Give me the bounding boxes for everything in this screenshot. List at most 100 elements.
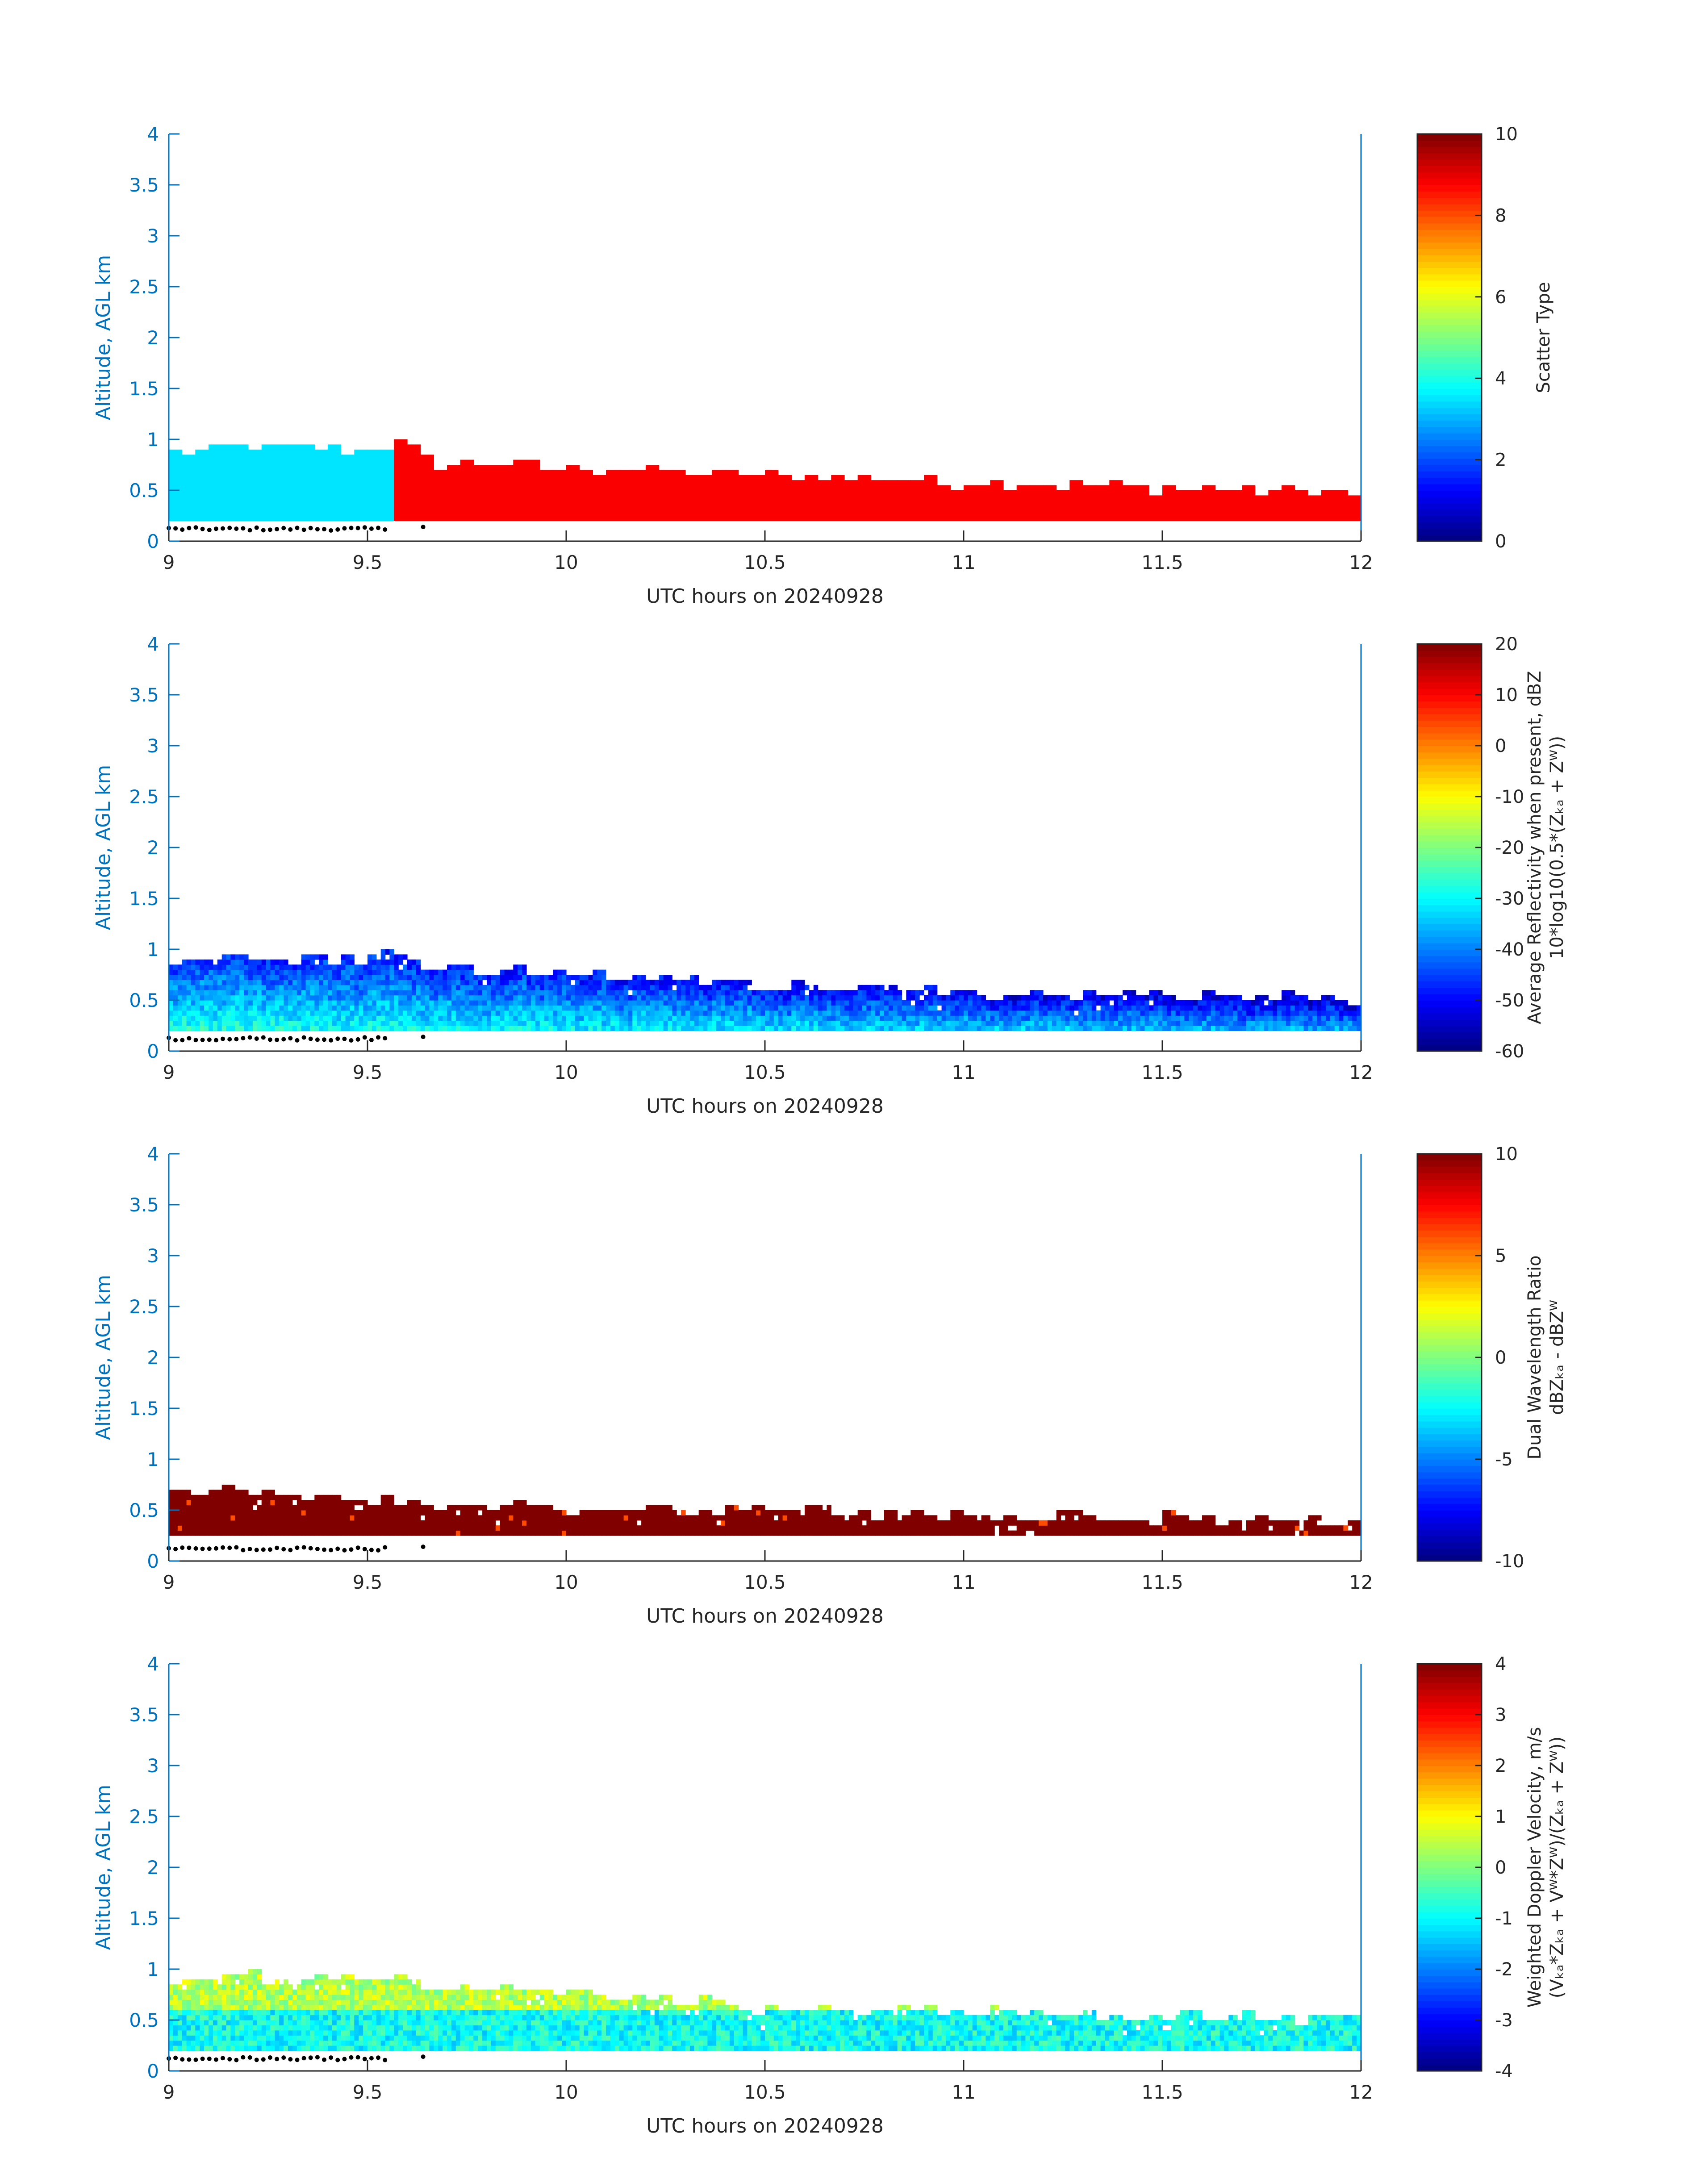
heatmap-cell — [906, 1021, 911, 1026]
heatmap-cell — [1193, 1015, 1198, 1021]
heatmap-cell — [200, 1005, 205, 1010]
heatmap-cell — [553, 516, 566, 521]
heatmap-cell — [606, 516, 619, 521]
heatmap-cell — [942, 1531, 947, 1536]
heatmap-cell — [217, 1021, 222, 1026]
heatmap-cell — [421, 1010, 426, 1016]
colorbar-segment — [1417, 179, 1482, 185]
heatmap-cell — [319, 970, 324, 975]
heatmap-cell — [257, 975, 262, 980]
heatmap-cell — [1330, 995, 1335, 1001]
heatmap-cell — [1330, 1005, 1335, 1010]
colorbar-segment — [1417, 420, 1482, 427]
heatmap-cell — [522, 1510, 527, 1515]
heatmap-cell — [191, 970, 196, 975]
heatmap-cell — [244, 1026, 249, 1031]
heatmap-cell — [646, 480, 659, 485]
colorbar-segment — [1417, 898, 1482, 905]
heatmap-cell — [372, 1005, 377, 1010]
heatmap-cell — [195, 475, 209, 480]
heatmap-cell — [505, 975, 509, 980]
heatmap-cell — [187, 970, 192, 975]
heatmap-cell — [314, 995, 319, 1001]
heatmap-cell — [1003, 1515, 1008, 1520]
heatmap-cell — [1176, 495, 1189, 501]
colorbar-segment — [1417, 293, 1482, 300]
heatmap-cell — [694, 1000, 699, 1006]
heatmap-cell — [690, 1005, 695, 1010]
heatmap-cell — [765, 511, 778, 516]
heatmap-cell — [1242, 1010, 1247, 1016]
heatmap-cell — [407, 1525, 412, 1531]
heatmap-cell — [460, 511, 474, 516]
heatmap-cell — [849, 1021, 854, 1026]
heatmap-cell — [389, 960, 394, 965]
heatmap-cell — [778, 501, 792, 506]
heatmap-cell — [1176, 516, 1189, 521]
heatmap-cell — [389, 1021, 394, 1026]
heatmap-cell — [306, 1015, 311, 1021]
heatmap-cell — [1132, 995, 1136, 1001]
heatmap-cell — [1123, 516, 1136, 521]
heatmap-cell — [1012, 1010, 1017, 1016]
heatmap-cell — [707, 1531, 712, 1536]
heatmap-cell — [915, 1525, 920, 1531]
heatmap-cell — [871, 1015, 876, 1021]
heatmap-cell — [805, 1005, 810, 1010]
heatmap-cell — [1034, 1021, 1039, 1026]
heatmap-cell — [606, 475, 619, 480]
heatmap-cell — [999, 1026, 1004, 1031]
colorbar-segment — [1417, 490, 1482, 497]
heatmap-cell — [562, 990, 567, 995]
heatmap-cell — [301, 1005, 306, 1010]
heatmap-cell — [328, 1510, 333, 1515]
heatmap-cell — [1260, 995, 1265, 1001]
heatmap-cell — [655, 1525, 660, 1531]
heatmap-cell — [805, 1510, 810, 1515]
heatmap-cell — [906, 1005, 911, 1010]
colorbar-tick-label: -10 — [1495, 787, 1524, 807]
heatmap-cell — [398, 970, 403, 975]
heatmap-cell — [796, 995, 801, 1001]
heatmap-cell — [699, 490, 712, 496]
heatmap-cell — [1114, 1531, 1119, 1536]
heatmap-cell — [544, 1010, 549, 1016]
heatmap-cell — [1030, 1026, 1035, 1031]
heatmap-cell — [292, 970, 297, 975]
heatmap-cell — [1083, 1525, 1088, 1531]
heatmap-cell — [1114, 1000, 1119, 1006]
surface-marker — [322, 1037, 326, 1042]
heatmap-cell — [522, 1010, 527, 1016]
heatmap-cell — [928, 990, 933, 995]
heatmap-cell — [809, 1010, 814, 1016]
heatmap-cell — [314, 1026, 319, 1031]
heatmap-cell — [275, 975, 280, 980]
heatmap-cell — [253, 1026, 258, 1031]
heatmap-cell — [805, 505, 818, 511]
colorbar-segment — [1417, 905, 1482, 911]
heatmap-cell — [902, 1021, 907, 1026]
heatmap-cell — [791, 1515, 796, 1520]
heatmap-cell — [209, 516, 222, 521]
heatmap-cell — [1211, 1000, 1216, 1006]
heatmap-cell — [1273, 1010, 1278, 1016]
heatmap-cell — [1017, 501, 1030, 506]
heatmap-cell — [553, 490, 566, 496]
heatmap-cell — [1136, 1026, 1141, 1031]
heatmap-cell — [1043, 1531, 1048, 1536]
heatmap-cell — [421, 1005, 426, 1010]
heatmap-cell — [866, 995, 871, 1001]
surface-marker — [356, 1037, 360, 1042]
heatmap-cell — [677, 1515, 681, 1520]
heatmap-cell — [690, 1520, 695, 1526]
colorbar-tick-label: -30 — [1495, 889, 1524, 909]
heatmap-cell — [1149, 990, 1154, 995]
heatmap-cell — [328, 985, 333, 990]
heatmap-cell — [416, 1026, 421, 1031]
heatmap-cell — [297, 985, 302, 990]
heatmap-cell — [407, 516, 421, 521]
heatmap-cell — [553, 470, 566, 475]
heatmap-cell — [844, 501, 858, 506]
heatmap-cell — [959, 1525, 964, 1531]
heatmap-cell — [685, 505, 699, 511]
